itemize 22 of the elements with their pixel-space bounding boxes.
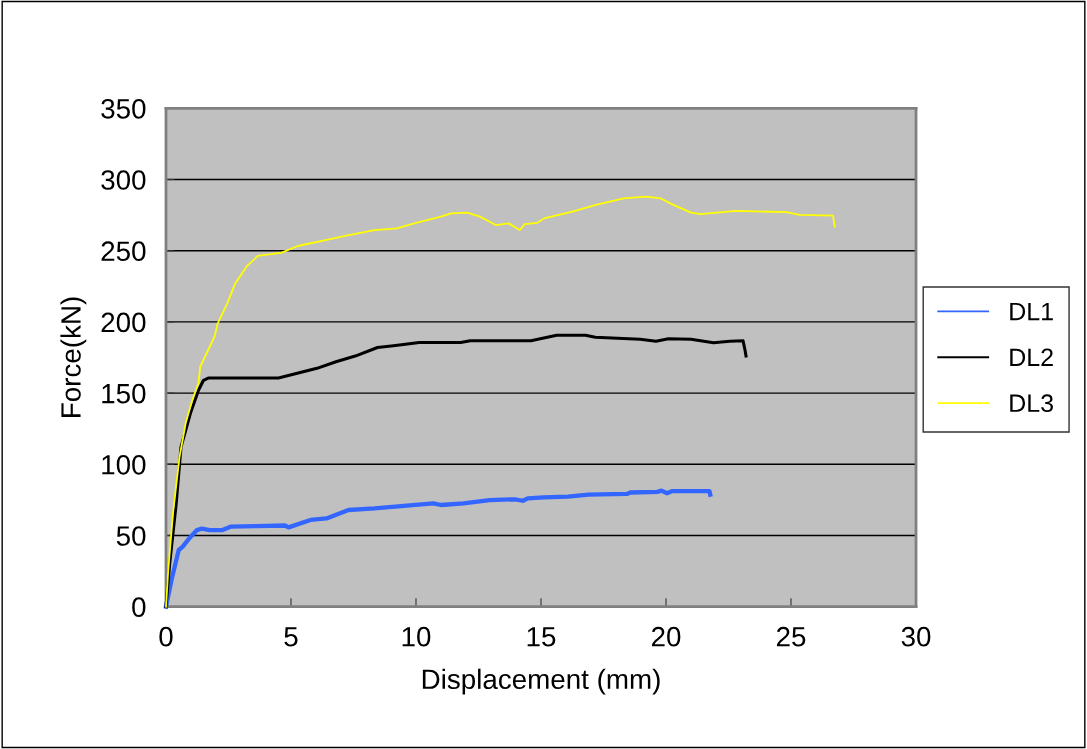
x-tick-label: 10 (402, 626, 431, 647)
y-tick-label: 350 (101, 98, 146, 119)
legend-label: DL3 (1010, 394, 1053, 413)
line-series (163, 488, 713, 609)
y-tick-label: 50 (116, 526, 146, 546)
line-series (165, 195, 836, 608)
x-axis-title: Displacement (mm) (422, 668, 660, 695)
x-tick-label: 0 (159, 626, 173, 647)
x-tick-label: 25 (776, 626, 806, 647)
y-tick-label: 150 (102, 383, 146, 404)
y-tick-label: 250 (101, 241, 146, 262)
y-axis-title: Force(kN) (60, 297, 87, 417)
x-tick-label: 20 (651, 626, 681, 647)
legend-label: DL2 (1010, 348, 1053, 366)
y-tick-label: 100 (102, 454, 146, 475)
y-tick-label: 300 (101, 170, 146, 190)
x-tick-label: 15 (527, 627, 556, 647)
x-tick-label: 30 (901, 626, 931, 647)
x-tick-label: 5 (284, 627, 298, 647)
y-tick-label: 200 (101, 312, 146, 333)
y-tick-label: 0 (132, 597, 146, 618)
legend-label: DL1 (1010, 302, 1053, 321)
